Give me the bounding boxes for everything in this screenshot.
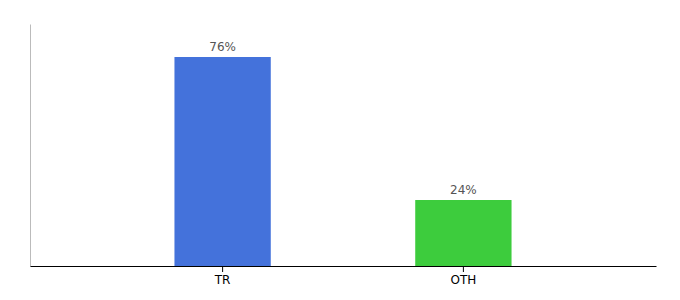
- data-label: 24%: [450, 183, 477, 197]
- x-tick: OTH: [450, 266, 476, 287]
- bar: [174, 57, 270, 266]
- x-tick-mark: [222, 266, 223, 272]
- bar: [415, 200, 511, 266]
- data-labels: 76% 24%: [209, 40, 476, 197]
- y-axis: [30, 25, 31, 267]
- bars: [174, 57, 511, 266]
- plot-area: TR OTH 76% 24%: [31, 25, 657, 287]
- x-tick-label: OTH: [450, 273, 476, 287]
- chart-svg: TR OTH 76% 24%: [0, 0, 680, 300]
- data-label: 76%: [209, 40, 236, 54]
- x-tick: TR: [214, 266, 231, 287]
- x-tick-label: TR: [214, 273, 231, 287]
- x-axis-line: [31, 266, 657, 267]
- x-tick-mark: [463, 266, 464, 272]
- chart-container: TR OTH 76% 24%: [0, 0, 680, 300]
- x-axis: TR OTH: [31, 266, 657, 287]
- y-axis-line: [30, 25, 31, 267]
